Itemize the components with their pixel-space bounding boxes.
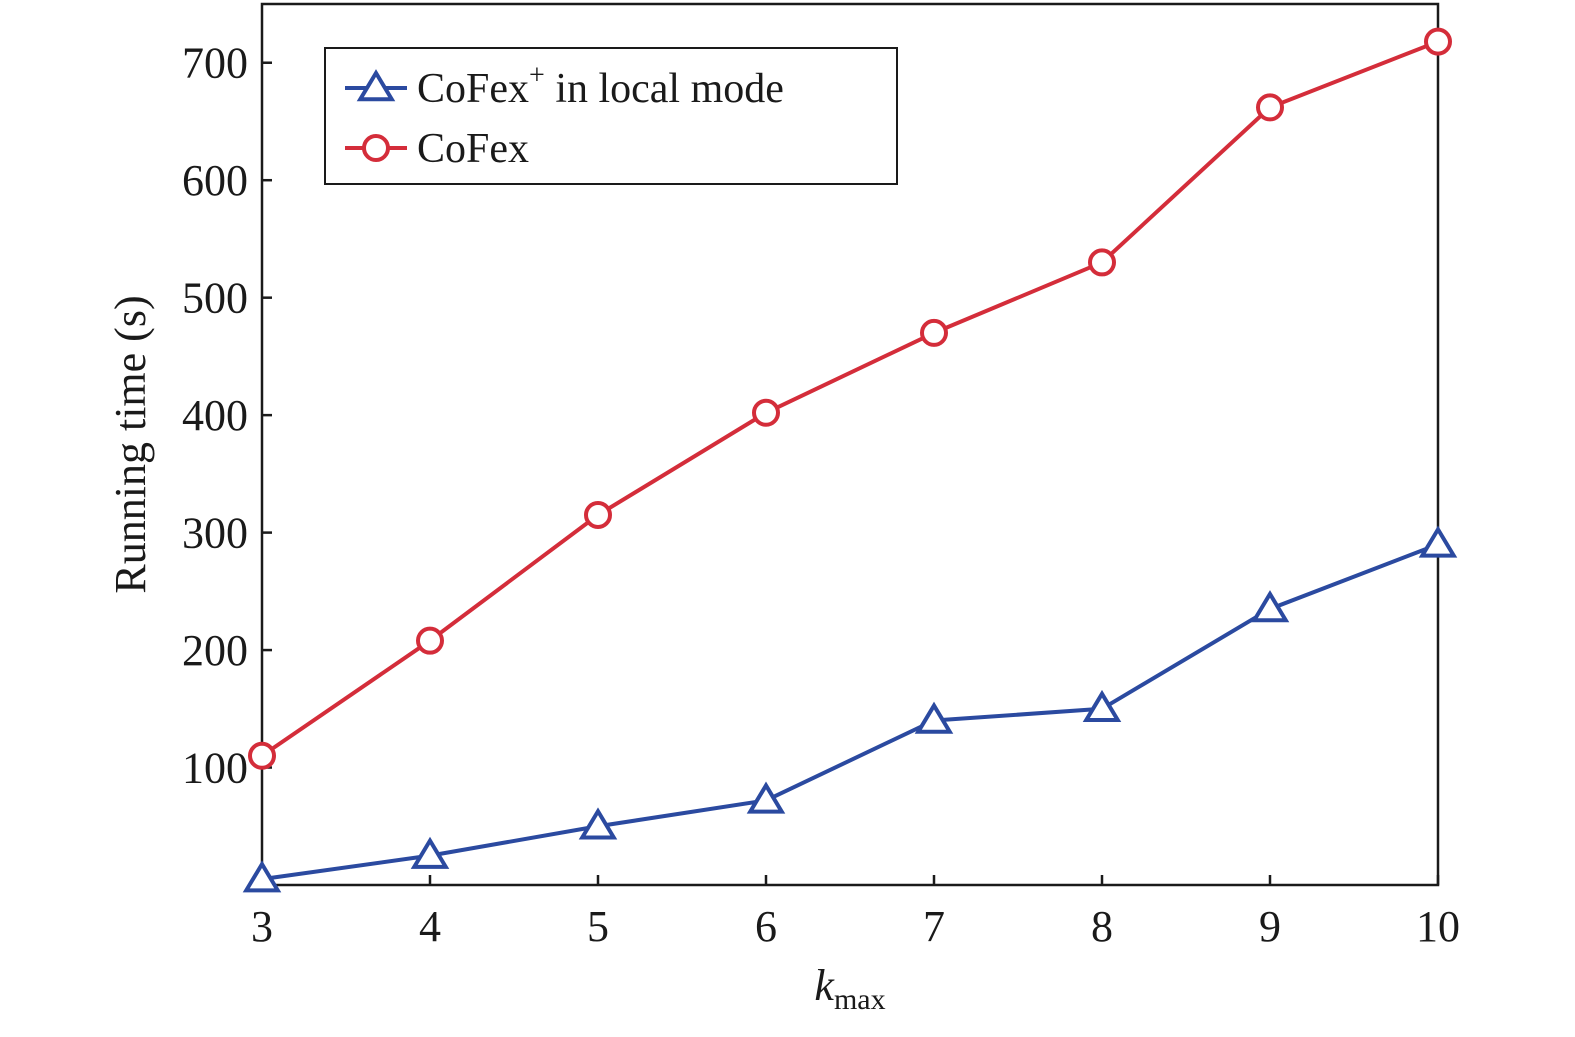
legend-label: CoFex+ in local mode (417, 60, 784, 112)
data-point-triangle (1418, 525, 1458, 558)
y-tick-label: 400 (182, 391, 248, 440)
x-tick-label: 8 (1091, 902, 1113, 951)
data-point-circle (1424, 27, 1452, 56)
x-tick-label: 10 (1416, 902, 1460, 951)
series-layer (242, 27, 1458, 893)
y-axis-ticks: 100 200 300 400 500 600 700 (182, 39, 272, 793)
x-tick-label: 3 (251, 902, 273, 951)
data-point-circle (920, 318, 948, 347)
data-point-triangle (1250, 590, 1290, 623)
x-axis-title-main: k (814, 961, 835, 1010)
y-tick-label: 700 (182, 39, 248, 88)
data-point-triangle (578, 807, 618, 840)
data-point-circle (752, 398, 780, 427)
x-axis-ticks: 3 4 5 6 7 8 9 10 (251, 875, 1460, 951)
series-line (261, 542, 1439, 882)
plot-frame (260, 2, 1440, 887)
data-point-circle (416, 626, 444, 655)
legend-item: CoFex+ in local mode (345, 60, 784, 112)
legend-box (324, 47, 898, 185)
data-point-triangle (746, 781, 786, 814)
legend-marker-circle (362, 134, 390, 162)
data-point-triangle (242, 860, 282, 893)
legend-label: CoFex (417, 126, 529, 172)
x-axis-title: kmax (814, 961, 885, 1016)
x-tick-label: 5 (587, 902, 609, 951)
y-tick-label: 100 (182, 744, 248, 793)
legend-label-main: CoFex (417, 66, 529, 112)
x-tick-label: 7 (923, 902, 945, 951)
x-tick-label: 6 (755, 902, 777, 951)
y-axis-title: Running time (s) (106, 295, 155, 593)
data-point-triangle (1082, 689, 1122, 723)
x-tick-label: 9 (1259, 902, 1281, 951)
data-point-circle (248, 741, 276, 770)
series-circle (248, 27, 1452, 770)
legend-label-main: CoFex (417, 126, 529, 172)
data-point-circle (1088, 248, 1116, 277)
legend-label-superscript: + (529, 60, 545, 91)
legend-item: CoFex (345, 126, 529, 172)
data-point-triangle (410, 836, 450, 869)
series-line (260, 39, 1439, 758)
x-tick-label: 4 (419, 902, 441, 951)
y-tick-label: 200 (182, 626, 248, 675)
legend-label-rest: in local mode (545, 66, 784, 112)
data-point-circle (1256, 93, 1284, 122)
y-tick-label: 600 (182, 156, 248, 205)
series-triangle (242, 525, 1458, 893)
legend-marker-triangle (356, 69, 396, 102)
data-point-triangle (914, 701, 954, 734)
y-tick-label: 300 (182, 509, 248, 558)
x-axis-title-subscript: max (834, 983, 886, 1016)
data-point-circle (584, 500, 612, 529)
y-tick-label: 500 (182, 274, 248, 323)
